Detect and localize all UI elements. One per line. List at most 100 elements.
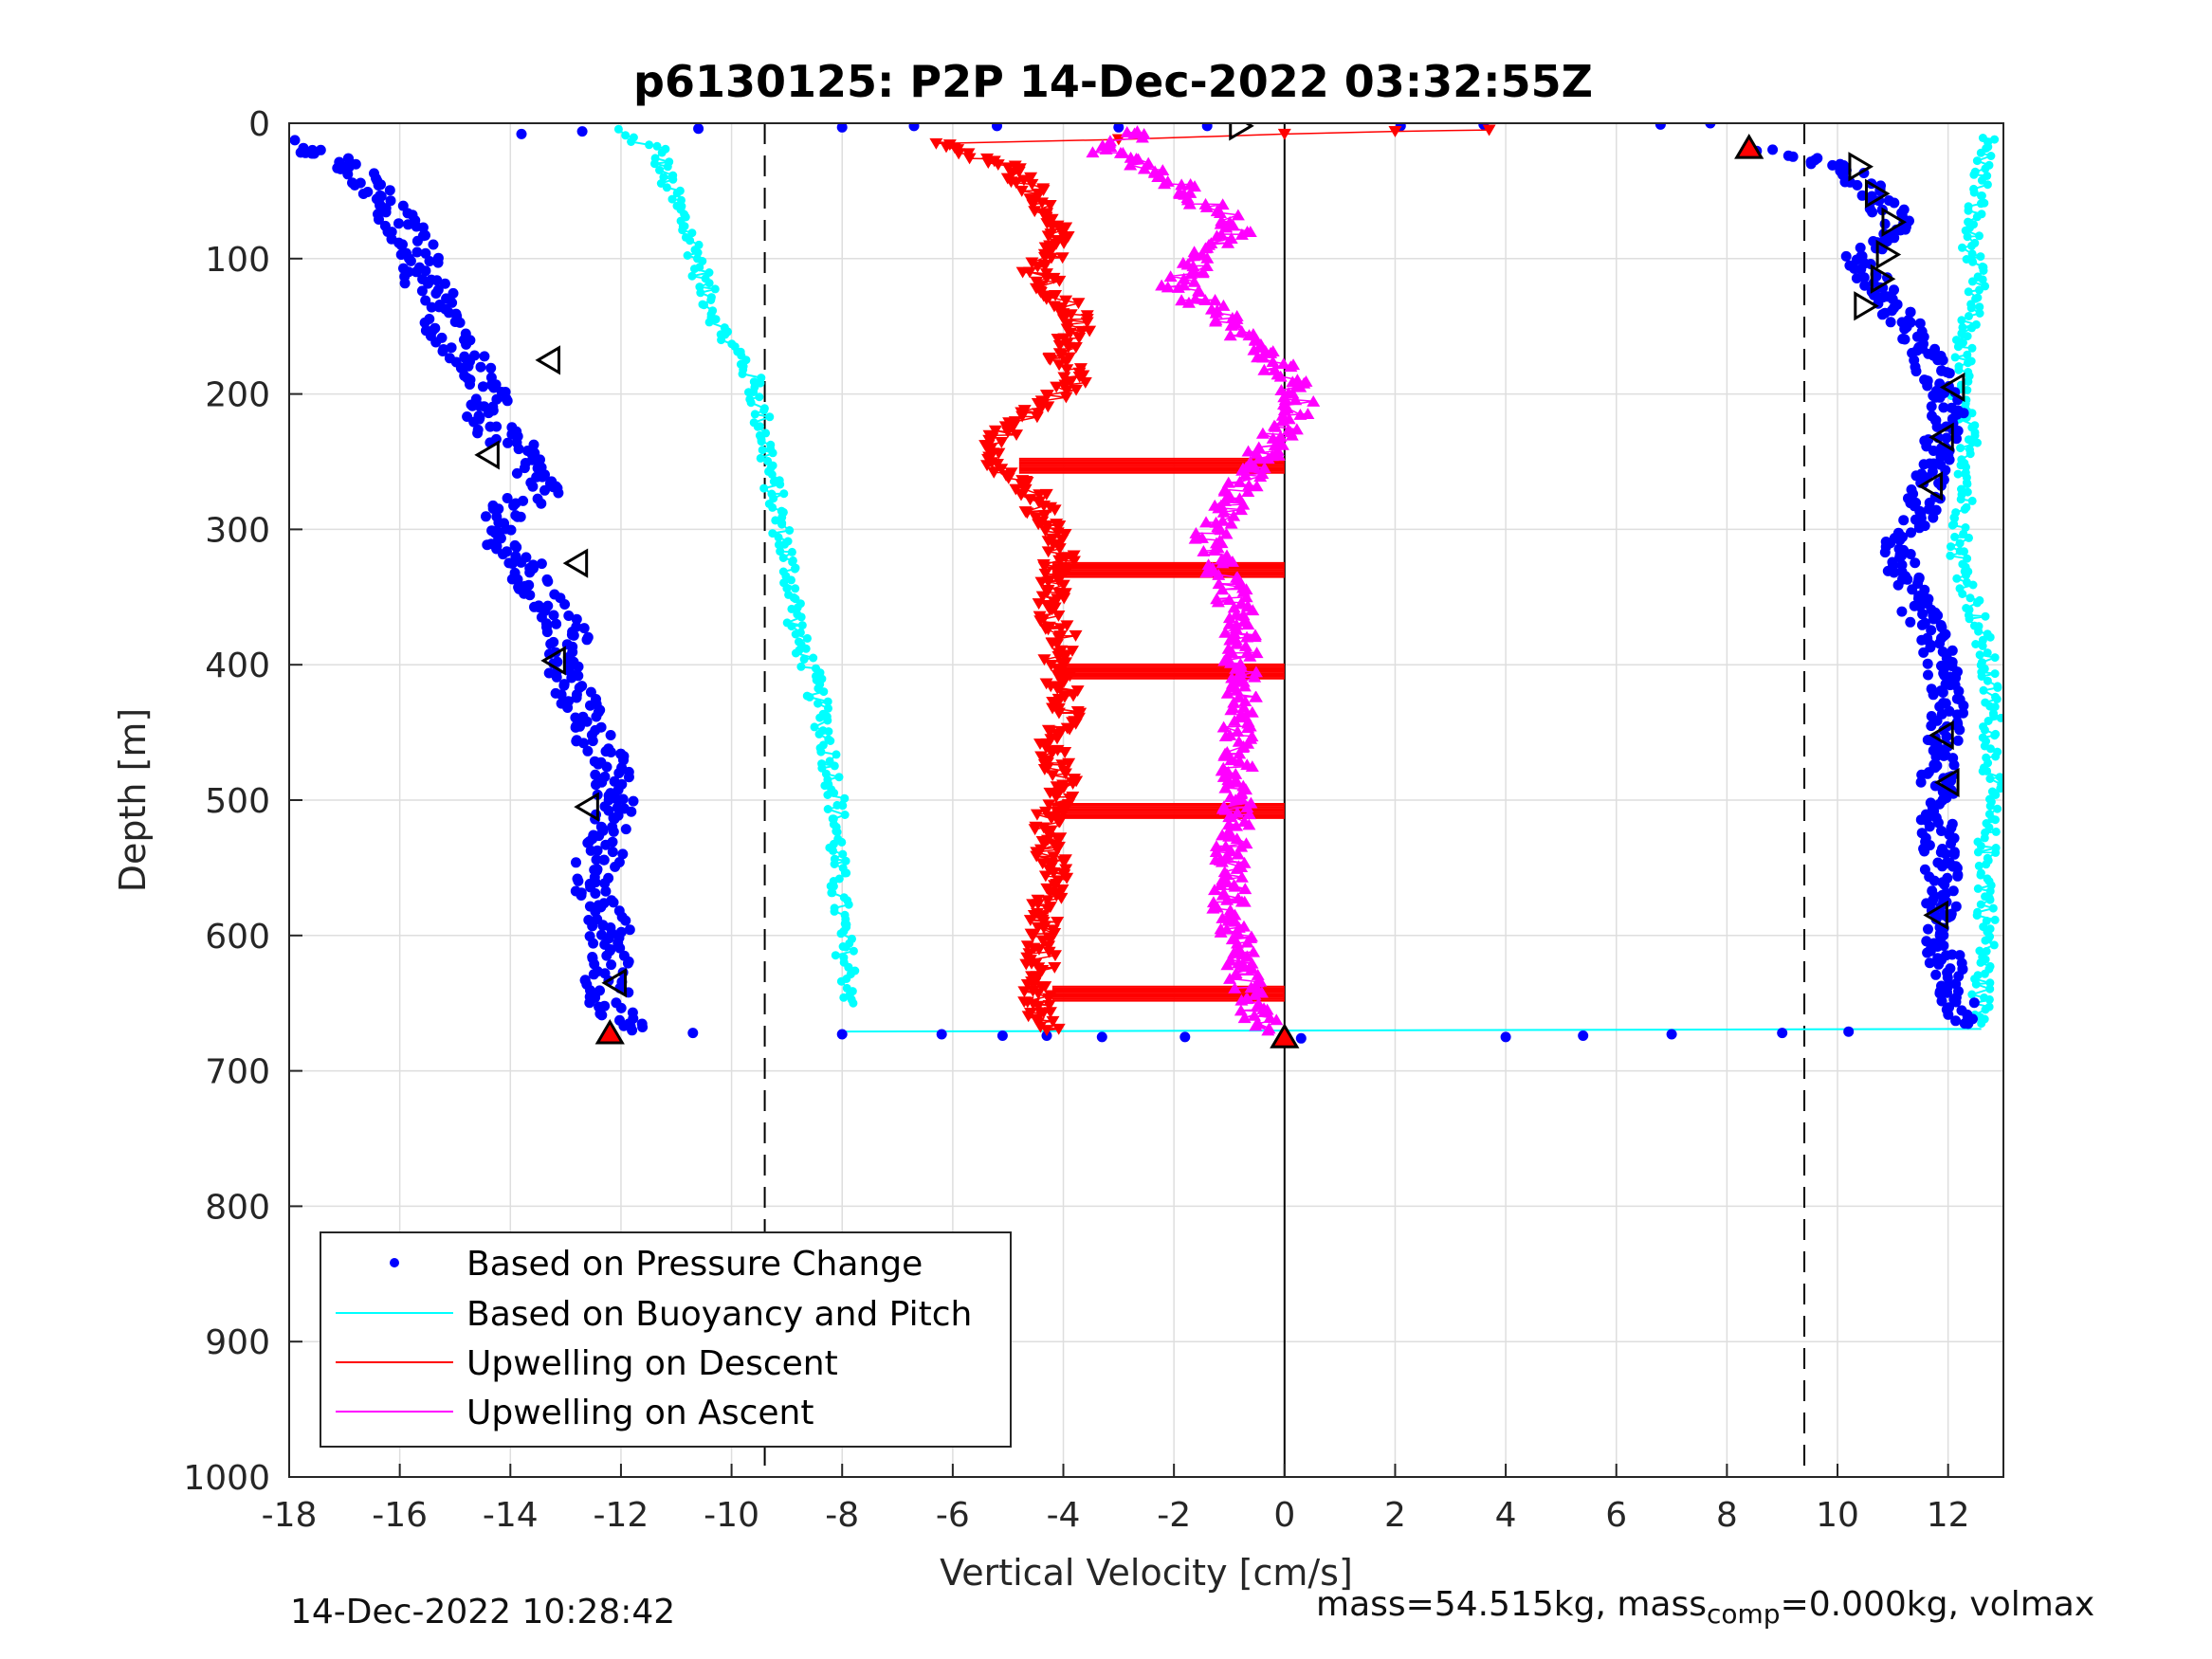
pressure-point [620, 915, 631, 926]
pressure-point [1924, 957, 1935, 969]
descent-upwelling-point [1048, 504, 1062, 517]
ascent-upwelling-point [1240, 936, 1254, 948]
descent-upwelling-point [1046, 770, 1060, 782]
pressure-point [468, 416, 480, 428]
ascent-upwelling-point [1242, 818, 1256, 830]
pressure-point [502, 395, 513, 407]
pressure-point [1921, 898, 1932, 909]
descent-upwelling-point [1060, 620, 1074, 632]
ascent-upwelling-point [1220, 686, 1234, 699]
pressure-point [605, 730, 616, 740]
buoyancy-point [1982, 860, 1991, 869]
buoyancy-point [1985, 895, 1995, 904]
pressure-point [1952, 735, 1964, 746]
buoyancy-point [824, 727, 833, 737]
buoyancy-point [678, 226, 687, 235]
descent-spike-line [936, 138, 1119, 145]
buoyancy-point [1947, 520, 1957, 530]
x-tick-label: -8 [825, 1496, 859, 1535]
ascent-upwelling-point [1188, 292, 1202, 304]
ascent-upwelling-point [1230, 937, 1244, 949]
buoyancy-point [1950, 353, 1960, 362]
buoyancy-point [1990, 915, 2000, 924]
buoyancy-point [1976, 148, 1985, 157]
buoyancy-point [787, 547, 796, 556]
ascent-upwelling-point [1254, 986, 1269, 998]
open-left-triangle-marker [474, 440, 500, 470]
ascent-upwelling-point [1270, 1013, 1284, 1026]
pressure-point [1883, 195, 1894, 206]
descent-upwelling-point [1021, 1011, 1035, 1023]
buoyancy-point [759, 406, 769, 415]
pressure-point [1954, 950, 1965, 961]
pressure-point [1843, 1026, 1855, 1037]
pressure-point [1767, 144, 1779, 155]
buoyancy-point [1984, 994, 1994, 1004]
buoyancy-point [1962, 571, 1971, 580]
pressure-point [1937, 687, 1948, 698]
buoyancy-point [816, 747, 826, 757]
pressure-point [1919, 617, 1930, 629]
descent-upwelling-point [1001, 162, 1015, 174]
ascent-upwelling-point [1225, 671, 1239, 684]
pressure-point [534, 461, 545, 472]
pressure-point [411, 246, 423, 258]
ascent-upwelling-point [1210, 229, 1224, 242]
pressure-point [1918, 647, 1929, 658]
pressure-point [1930, 751, 1942, 762]
ascent-upwelling-point [1238, 639, 1252, 651]
buoyancy-point [801, 644, 811, 653]
descent-upwelling-point [981, 157, 996, 170]
y-axis-label: Depth [m] [112, 708, 154, 893]
open-left-triangle-marker [1934, 767, 1960, 798]
ascent-upwelling-point [1289, 393, 1303, 406]
x-tick-label: 8 [1716, 1496, 1738, 1535]
descent-upwelling-point [1059, 552, 1073, 564]
ascent-upwelling-point [1213, 207, 1227, 219]
buoyancy-point [1990, 669, 2000, 679]
ascent-upwelling-point [1238, 695, 1252, 707]
ascent-upwelling-point [1217, 749, 1232, 761]
pressure-point [608, 897, 619, 908]
descent-upwelling-point [1051, 807, 1065, 819]
descent-upwelling-point [1072, 371, 1087, 383]
pressure-point [349, 179, 360, 191]
pressure-point [567, 669, 578, 681]
buoyancy-point [1957, 316, 1966, 325]
ascent-upwelling-point [1209, 306, 1223, 319]
ascent-upwelling-point [1242, 329, 1256, 341]
descent-upwelling-point [1041, 546, 1055, 558]
buoyancy-point [767, 470, 777, 479]
pressure-point [342, 169, 354, 180]
descent-upwelling-point [1055, 759, 1069, 772]
open-left-triangle-marker [601, 968, 628, 998]
descent-upwelling-point [1037, 654, 1051, 666]
ascent-upwelling-point [1229, 793, 1243, 806]
buoyancy-point [1953, 469, 1963, 479]
pressure-point [511, 467, 522, 479]
ascent-upwelling-point [1196, 265, 1210, 278]
y-tick-label: 1000 [183, 1459, 270, 1498]
ascent-upwelling-point [1197, 544, 1211, 556]
plot-area [289, 123, 2003, 1477]
ascent-upwelling-point [1216, 198, 1230, 210]
buoyancy-point [836, 929, 846, 939]
pressure-point [1879, 307, 1891, 319]
ascent-upwelling-point [1214, 925, 1228, 938]
pressure-point [438, 344, 449, 355]
pressure-point [1928, 446, 1939, 456]
open-left-triangle-marker [574, 792, 599, 822]
pressure-point [1777, 1028, 1788, 1039]
buoyancy-point [1985, 801, 1995, 811]
descent-upwelling-point [1028, 977, 1042, 990]
buoyancy-point [791, 584, 800, 593]
ascent-upwelling-point [1243, 649, 1257, 662]
buoyancy-point [814, 699, 823, 708]
pressure-point [1934, 392, 1946, 403]
open-right-triangle-marker [1881, 207, 1908, 237]
pressure-point [588, 938, 599, 949]
buoyancy-point [1952, 574, 1962, 583]
pressure-point [503, 437, 513, 448]
pressure-point [461, 338, 472, 350]
buoyancy-point [1990, 731, 2000, 740]
